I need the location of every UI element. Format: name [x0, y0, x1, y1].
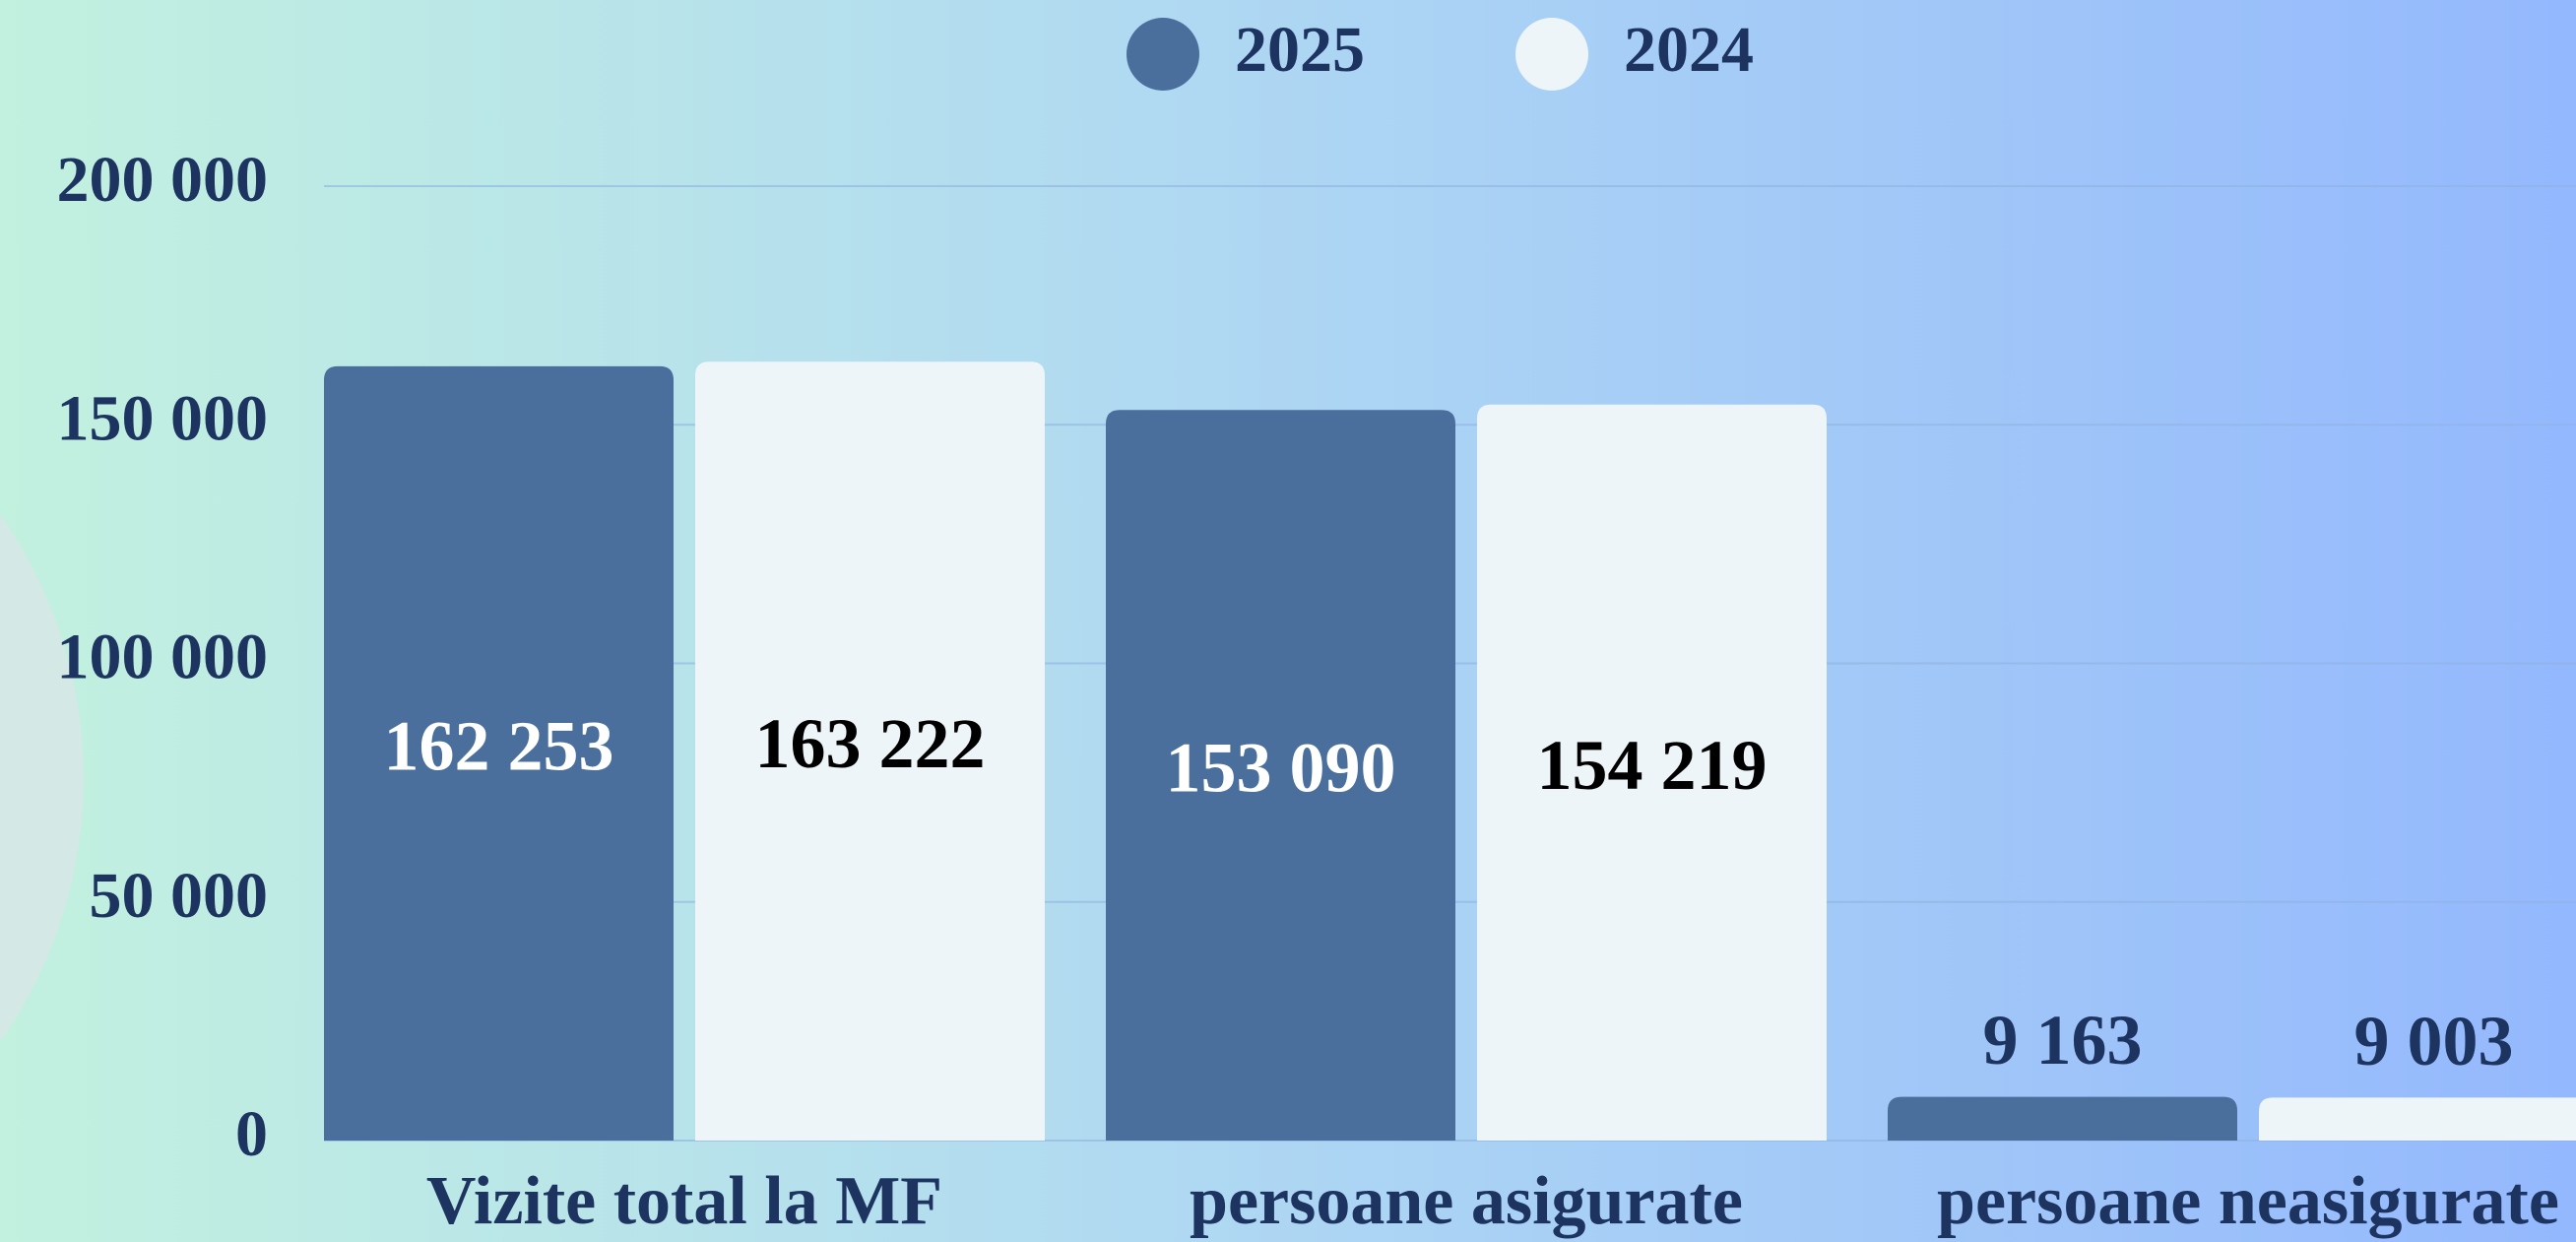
legend-swatch [1515, 18, 1588, 91]
value-label: 153 090 [1166, 729, 1396, 808]
y-tick-label: 200 000 [57, 144, 269, 216]
value-label: 163 222 [755, 704, 986, 783]
bar [1888, 1096, 2237, 1141]
y-tick-label: 100 000 [57, 621, 269, 693]
legend-swatch [1127, 18, 1199, 91]
value-label: 162 253 [384, 706, 614, 785]
bar [324, 365, 674, 1141]
bar [1106, 410, 1455, 1142]
decor-circle [0, 514, 84, 1042]
x-tick-label: persoane neasigurate [1937, 1163, 2559, 1239]
value-label: 9 003 [2354, 1002, 2514, 1080]
bar [1477, 404, 1827, 1141]
y-tick-label: 0 [235, 1098, 268, 1170]
x-tick-label: Vizite total la MF [426, 1163, 942, 1239]
legend-label: 2024 [1624, 14, 1754, 86]
legend-label: 2025 [1235, 14, 1365, 86]
bar [2259, 1097, 2576, 1141]
x-tick-label: persoane asigurate [1190, 1163, 1743, 1239]
y-tick-label: 50 000 [90, 860, 269, 932]
value-label: 154 219 [1537, 726, 1768, 805]
y-tick-label: 150 000 [57, 382, 269, 454]
bar [695, 361, 1045, 1141]
value-label: 9 163 [1983, 1001, 2143, 1079]
